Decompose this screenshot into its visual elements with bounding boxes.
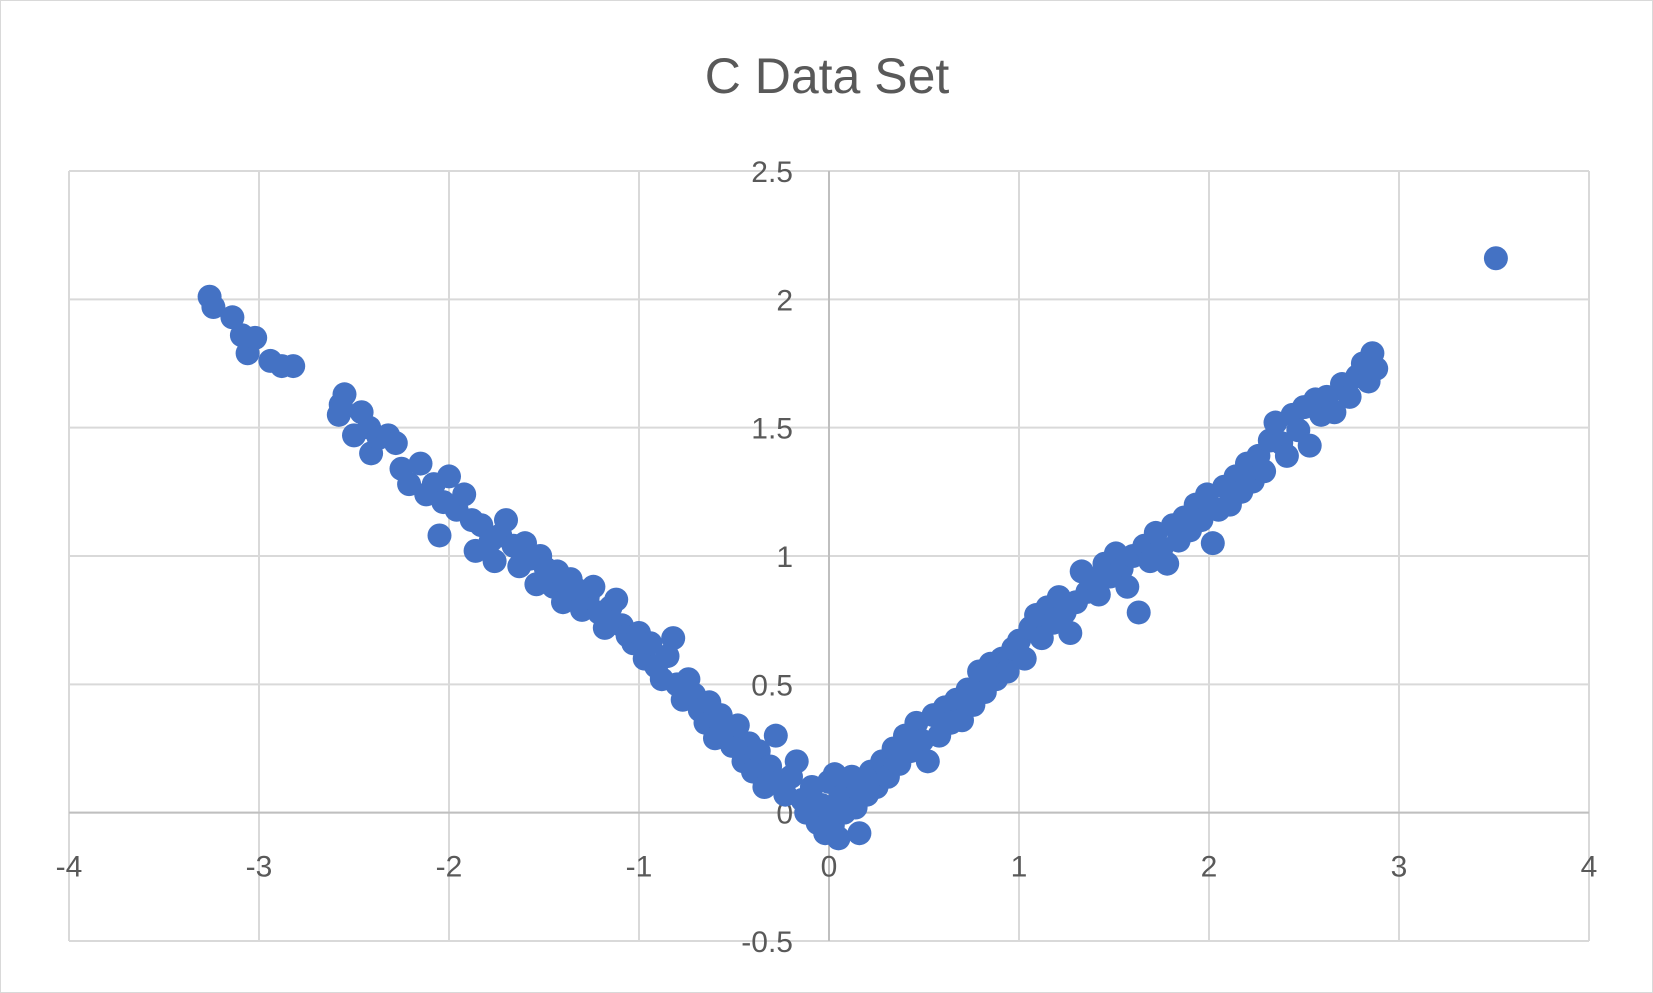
chart-title: C Data Set [705,48,950,104]
data-point [332,382,357,407]
data-point [1086,582,1111,607]
data-point [826,826,851,851]
data-point [1252,459,1277,484]
data-point [661,626,686,651]
data-point [581,574,606,599]
data-point [220,305,245,330]
x-tick-labels: -4 -3 -2 -1 0 1 2 3 4 [56,851,1598,884]
data-point [201,295,226,320]
y-tick-label: 0.5 [751,669,793,702]
data-point [1155,551,1180,576]
data-point [452,482,477,507]
data-point [604,587,629,612]
y-tick-labels: -0.500.511.522.5 [741,156,793,959]
x-tick-label: -4 [56,851,83,884]
data-point [638,631,663,656]
y-tick-label: -0.5 [741,926,793,959]
x-tick-label: 4 [1581,851,1598,884]
data-point [1115,574,1140,599]
data-point [1337,384,1362,409]
data-point [1012,646,1037,671]
data-point [494,508,518,533]
data-point [1364,356,1389,381]
data-point [1483,246,1508,271]
data-point [383,431,408,456]
x-tick-label: 2 [1201,851,1218,884]
data-point [1274,443,1299,468]
data-point [408,451,433,476]
data-point [763,723,788,748]
data-point [482,549,507,574]
data-point [1322,400,1347,425]
y-tick-label: 2 [776,284,793,317]
x-tick-label: 3 [1391,851,1408,884]
data-point [326,402,351,427]
data-point [915,749,940,774]
x-tick-label: 0 [821,851,838,884]
y-tick-label: 1 [776,541,793,574]
data-point [243,325,268,350]
data-point [847,821,872,846]
data-point [437,464,461,489]
y-tick-label: 1.5 [751,413,793,446]
data-point [1200,531,1225,556]
data-point [427,523,452,548]
x-tick-label: -1 [626,851,653,884]
data-point [725,713,750,738]
x-tick-label: -2 [436,851,463,884]
x-tick-label: 1 [1011,851,1028,884]
data-point [1058,621,1083,645]
data-point [1126,600,1151,625]
data-point [784,749,809,774]
x-tick-label: -3 [246,851,273,884]
data-point [995,659,1020,684]
y-tick-label: 2.5 [751,156,793,189]
data-points [197,246,1508,851]
data-point [1297,433,1322,458]
data-point [281,354,306,379]
